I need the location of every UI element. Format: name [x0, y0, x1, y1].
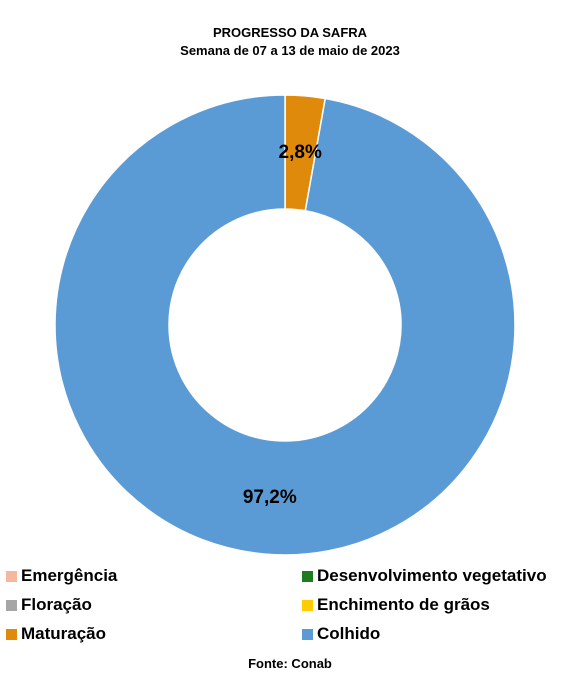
chart-subtitle: Semana de 07 a 13 de maio de 2023 — [180, 43, 400, 58]
chart-source: Fonte: Conab — [248, 656, 332, 671]
legend-label: Floração — [21, 595, 92, 614]
data-label-colhido: 97,2% — [243, 487, 297, 508]
legend-item-maturacao: Maturação — [6, 620, 106, 648]
legend-swatch — [302, 599, 313, 611]
legend-item-colhido: Colhido — [302, 620, 380, 648]
data-label-maturacao: 2,8% — [279, 142, 322, 163]
legend-item-emergencia: Emergência — [6, 562, 117, 590]
legend-item-enchimento-de-graos: Enchimento de grãos — [302, 591, 490, 619]
legend-swatch — [302, 628, 313, 640]
donut-slice-colhido — [54, 94, 516, 556]
donut-chart: 2,8% 97,2% — [54, 94, 516, 556]
legend-swatch — [302, 570, 313, 582]
legend-label: Enchimento de grãos — [317, 595, 490, 614]
legend-label: Maturação — [21, 624, 107, 643]
legend-item-desenvolvimento-vegetativo: Desenvolvimento vegetativo — [302, 562, 547, 590]
legend-label: Desenvolvimento vegetativo — [317, 566, 547, 585]
legend-swatch — [6, 570, 17, 582]
legend-swatch — [6, 599, 17, 611]
legend-label: Emergência — [21, 566, 118, 585]
legend-swatch — [6, 628, 17, 640]
legend-item-floracao: Floração — [6, 591, 92, 619]
chart-title: PROGRESSO DA SAFRA — [212, 25, 368, 40]
chart-header: PROGRESSO DA SAFRA Semana de 07 a 13 de … — [0, 24, 580, 60]
legend-label: Colhido — [317, 624, 381, 643]
